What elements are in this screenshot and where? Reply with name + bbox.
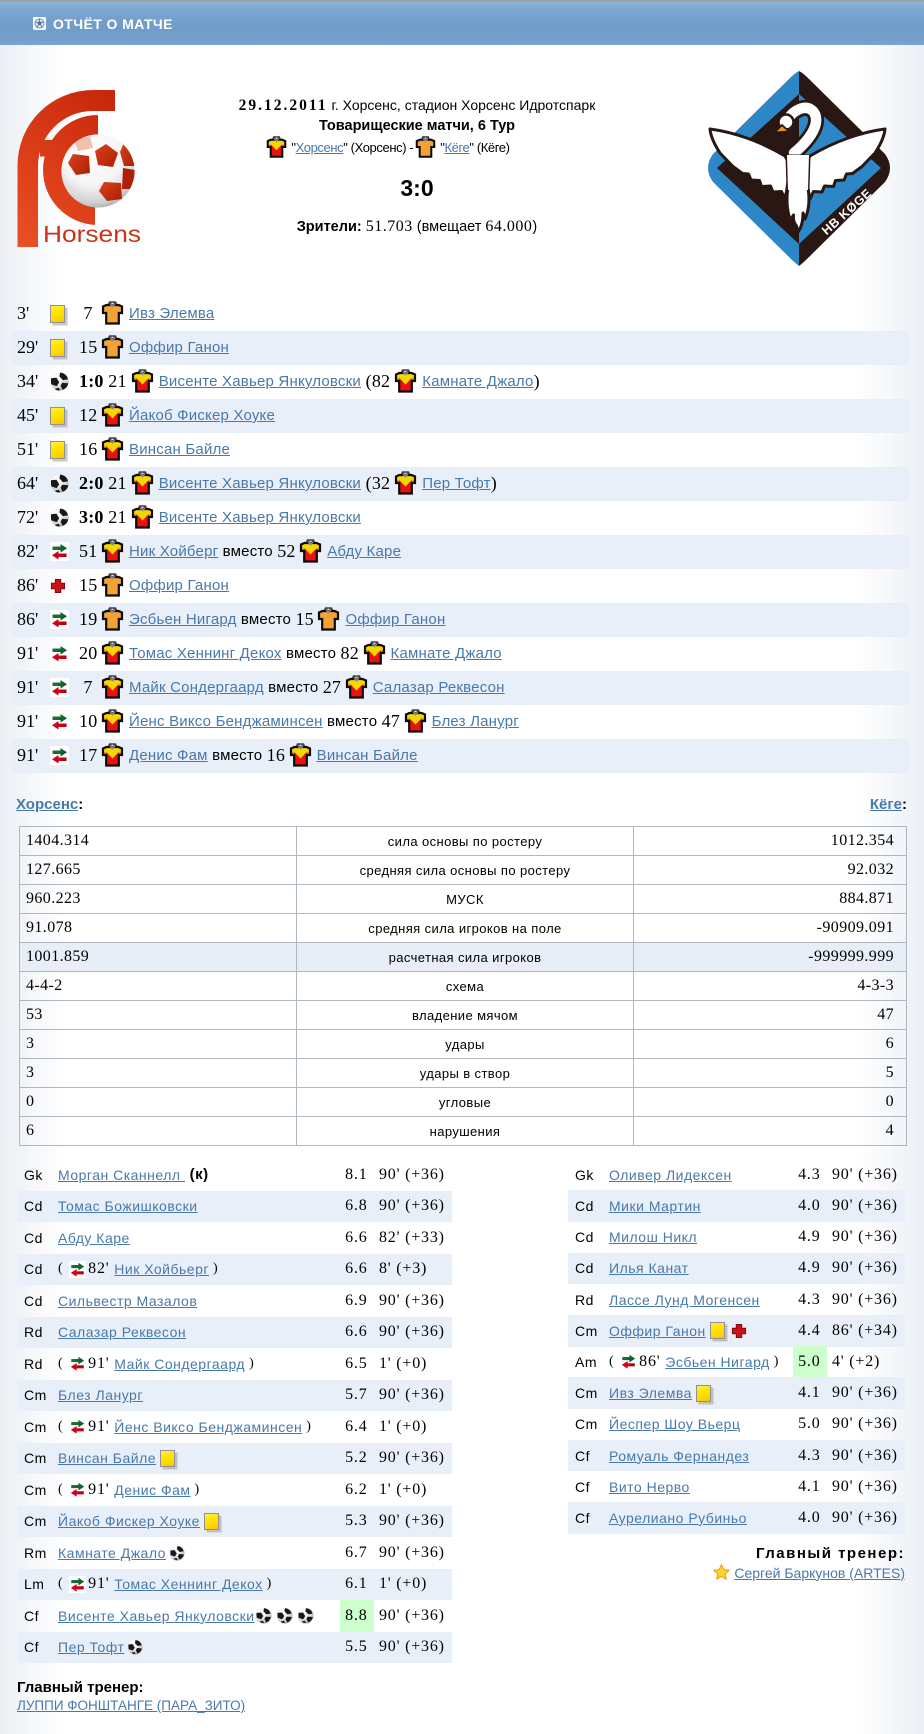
svg-text:Horsens: Horsens (43, 221, 141, 247)
